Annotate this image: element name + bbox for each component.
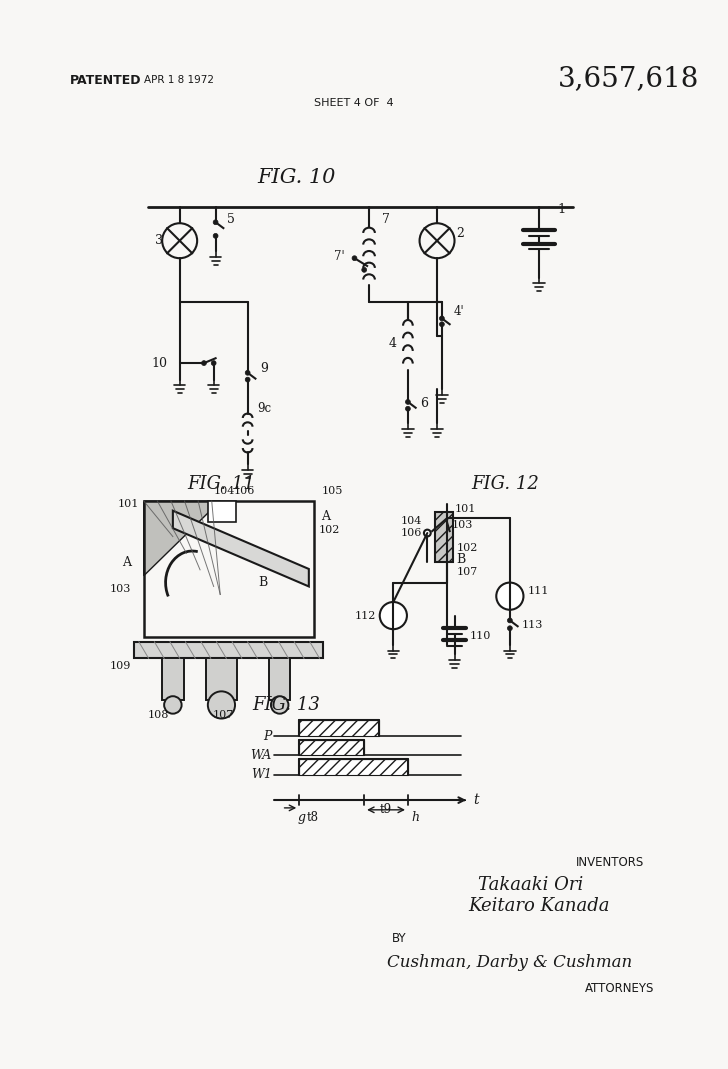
Text: 107: 107 [456,567,478,577]
Circle shape [424,529,431,537]
Text: 3,657,618: 3,657,618 [558,65,699,92]
Text: 101: 101 [117,499,139,509]
Text: WA: WA [250,749,272,762]
Polygon shape [173,511,309,587]
Text: FIG. 13: FIG. 13 [253,696,320,714]
Text: 105: 105 [322,486,343,496]
Circle shape [202,360,206,366]
Text: 113: 113 [521,620,543,631]
Text: 5: 5 [227,213,235,226]
Circle shape [496,583,523,609]
Text: 109: 109 [110,661,131,671]
Text: PATENTED: PATENTED [70,74,141,87]
Text: h: h [412,811,420,824]
Text: 107: 107 [213,710,234,719]
Text: 106: 106 [234,486,255,496]
Text: INVENTORS: INVENTORS [576,856,644,869]
Text: 6: 6 [421,398,429,410]
Bar [299,740,364,756]
Text: FIG. 12: FIG. 12 [471,476,539,494]
Circle shape [507,618,513,623]
Text: A: A [122,556,131,569]
Text: 9c: 9c [258,402,272,415]
Text: A: A [322,510,331,523]
Text: Takaaki Ori: Takaaki Ori [478,876,583,894]
Text: 3: 3 [155,234,163,247]
Text: 7': 7' [334,250,345,263]
Circle shape [213,220,218,224]
Text: Cushman, Darby & Cushman: Cushman, Darby & Cushman [387,954,632,971]
Bar [208,501,236,523]
Text: FIG. 10: FIG. 10 [257,168,336,187]
Bar [269,659,290,700]
Bar [435,512,453,562]
Circle shape [164,696,181,714]
Text: FIG. 11: FIG. 11 [188,476,256,494]
Text: 2: 2 [456,228,464,241]
Text: Keitaro Kanada: Keitaro Kanada [468,897,609,915]
Text: t: t [473,793,479,807]
Circle shape [362,267,367,273]
Circle shape [352,255,357,261]
Bar [299,759,408,775]
Text: W1: W1 [251,769,272,781]
Polygon shape [143,501,220,576]
Circle shape [245,370,250,375]
Text: 9: 9 [261,362,268,375]
Circle shape [440,322,444,327]
Text: 102: 102 [319,525,340,536]
Text: SHEET 4 OF  4: SHEET 4 OF 4 [314,97,393,108]
Circle shape [211,360,216,366]
Polygon shape [134,641,323,659]
Text: APR 1 8 1972: APR 1 8 1972 [143,76,214,86]
Circle shape [405,400,411,404]
Text: g: g [297,811,305,824]
Text: 112: 112 [355,610,376,621]
Text: B: B [456,553,466,566]
Circle shape [440,316,444,321]
Text: 102: 102 [456,543,478,553]
Text: 111: 111 [527,586,549,597]
Bar [299,721,379,737]
Text: 108: 108 [148,710,169,719]
Text: 110: 110 [470,631,491,641]
Text: t9: t9 [380,803,392,817]
Circle shape [271,696,288,714]
Text: 103: 103 [110,585,131,594]
Text: 7: 7 [381,213,389,226]
Text: 104: 104 [213,486,234,496]
Text: 1: 1 [558,203,566,216]
Circle shape [162,223,197,259]
Text: 103: 103 [451,521,473,530]
Text: BY: BY [392,931,406,945]
Text: 106: 106 [401,528,422,538]
Text: ATTORNEYS: ATTORNEYS [585,982,654,995]
Circle shape [419,223,454,259]
Text: 10: 10 [151,357,167,370]
Text: B: B [258,576,267,589]
Circle shape [245,377,250,382]
Circle shape [207,692,235,718]
Text: 4': 4' [454,305,464,319]
Text: t8: t8 [307,811,319,824]
Text: 101: 101 [454,503,476,514]
Circle shape [507,625,513,631]
Circle shape [405,406,411,412]
Text: P: P [264,729,272,743]
Circle shape [213,233,218,238]
Bar [162,659,183,700]
Text: 104: 104 [401,516,422,526]
Text: 4: 4 [388,337,396,351]
Bar [206,659,237,700]
Circle shape [380,602,407,630]
